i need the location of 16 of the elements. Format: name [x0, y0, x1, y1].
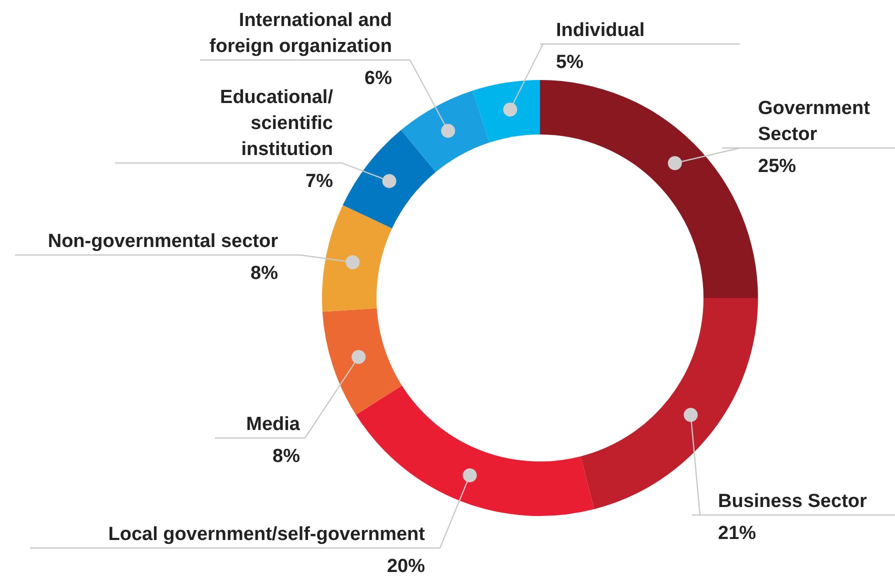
data-label: 25% [758, 156, 796, 177]
data-label: 21% [718, 523, 756, 544]
slice-label: Media [246, 414, 300, 435]
data-label: 7% [306, 171, 334, 192]
slice-label: Non-governmental sector [48, 231, 279, 252]
slice-label: Government Sector [758, 98, 871, 145]
data-label: 20% [386, 556, 426, 577]
slice-label: Business Sector [718, 491, 868, 512]
data-label: 8% [250, 263, 278, 284]
data-label: 5% [556, 52, 584, 73]
data-label: 8% [272, 446, 300, 467]
slice-label: Educational/scientific institution [220, 87, 334, 160]
slice-label: Local government/self-government [108, 524, 426, 545]
slice-label: Individual [556, 20, 645, 41]
data-label: 6% [364, 68, 392, 89]
slice-label: International and foreign organization [209, 10, 392, 57]
